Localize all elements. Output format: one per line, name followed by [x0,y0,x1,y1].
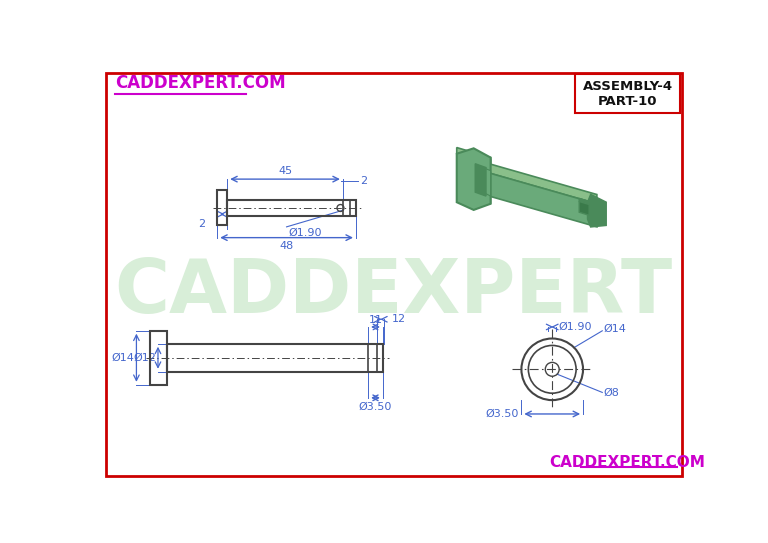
Text: 2: 2 [359,175,367,186]
Text: Ø8: Ø8 [604,387,620,397]
Polygon shape [489,164,597,204]
Text: Ø12: Ø12 [134,353,157,363]
Text: Ø14: Ø14 [111,353,134,363]
Text: CADDEXPERT: CADDEXPERT [114,256,673,329]
Text: Ø1.90: Ø1.90 [288,228,322,238]
Polygon shape [489,173,597,227]
Polygon shape [457,148,491,164]
Text: ASSEMBLY-4
PART-10: ASSEMBLY-4 PART-10 [583,80,673,109]
Text: 45: 45 [278,166,292,176]
Text: Ø14: Ø14 [604,324,627,334]
Text: 48: 48 [280,241,293,251]
Text: Ø3.50: Ø3.50 [485,409,519,419]
Polygon shape [475,164,486,196]
Text: CADDEXPERT.COM: CADDEXPERT.COM [550,455,706,470]
Polygon shape [457,148,491,210]
Text: 2: 2 [198,219,205,229]
Text: 12: 12 [392,314,406,324]
Polygon shape [579,198,589,205]
Polygon shape [579,201,589,216]
Text: Ø1.90: Ø1.90 [558,322,592,332]
Polygon shape [483,168,491,196]
Text: Ø3.50: Ø3.50 [359,402,392,412]
Text: 11: 11 [369,314,382,325]
Text: CADDEXPERT.COM: CADDEXPERT.COM [115,74,286,92]
Polygon shape [588,194,606,227]
Polygon shape [471,152,491,204]
